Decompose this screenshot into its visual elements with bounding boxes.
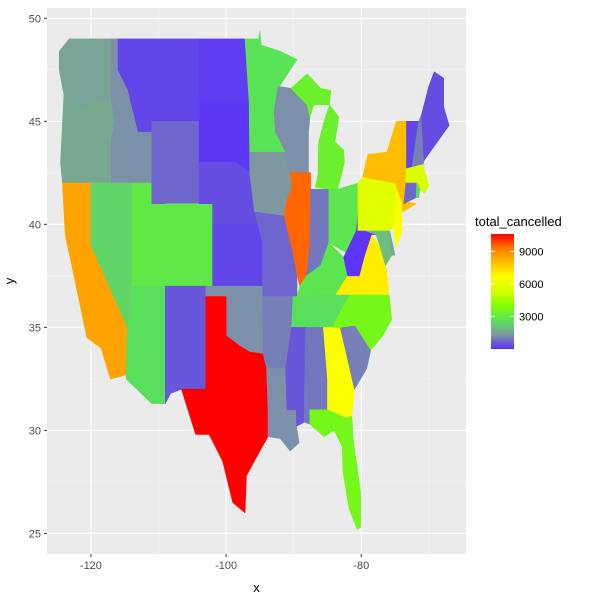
x-axis-title: x <box>253 580 260 595</box>
region-or <box>60 94 115 184</box>
legend-colorbar <box>491 234 514 349</box>
y-tick-label: 40 <box>29 219 41 231</box>
x-tick-label: -100 <box>215 560 237 572</box>
color-legend: total_cancelled 3000 6000 9000 <box>475 214 562 349</box>
legend-break-label: 3000 <box>519 311 543 323</box>
legend-title: total_cancelled <box>475 214 562 229</box>
y-tick-label: 35 <box>29 322 41 334</box>
region-sd <box>198 100 250 174</box>
x-tick-label: -80 <box>353 560 369 572</box>
y-axis-title: y <box>2 277 17 284</box>
y-tick-label: 45 <box>29 116 41 128</box>
region-de <box>389 230 396 256</box>
region-pa <box>357 176 398 231</box>
region-ri <box>415 182 421 198</box>
legend-break-label: 9000 <box>519 246 543 258</box>
x-axis: -120 -100 -80 <box>80 554 369 572</box>
region-co <box>165 203 213 287</box>
x-tick-label: -120 <box>80 560 102 572</box>
y-tick-label: 50 <box>29 13 41 25</box>
region-wy <box>151 121 200 204</box>
y-axis: 25 30 35 40 45 50 <box>29 13 47 540</box>
legend-ticks: 3000 6000 9000 <box>491 246 543 323</box>
region-up <box>290 73 332 118</box>
region-nh <box>411 114 425 169</box>
region-nm <box>165 285 207 404</box>
region-ks <box>212 224 263 287</box>
region-fl <box>309 409 361 530</box>
region-me <box>421 71 450 161</box>
y-tick-label: 25 <box>29 528 41 540</box>
region-nd <box>198 38 250 101</box>
legend-break-label: 6000 <box>519 279 543 291</box>
y-tick-label: 30 <box>29 425 41 437</box>
region-wv <box>343 211 377 277</box>
map-regions <box>58 30 450 530</box>
region-il <box>283 172 311 287</box>
